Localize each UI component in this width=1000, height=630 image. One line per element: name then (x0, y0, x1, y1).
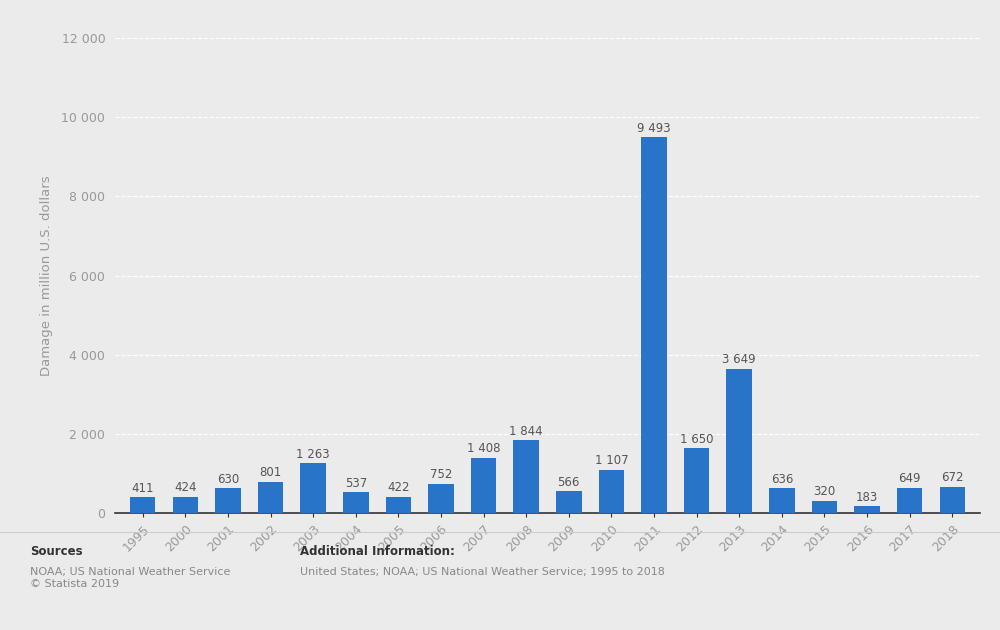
Text: 566: 566 (558, 476, 580, 489)
Bar (513, 440, 539, 513)
Bar (897, 488, 922, 513)
Bar (130, 497, 155, 513)
Text: 1 107: 1 107 (595, 454, 628, 467)
Bar (173, 496, 198, 513)
Text: 1 263: 1 263 (296, 448, 330, 461)
Text: 320: 320 (813, 485, 836, 498)
Text: Sources: Sources (30, 545, 83, 558)
Text: 630: 630 (217, 473, 239, 486)
Bar (428, 484, 454, 513)
Text: 636: 636 (771, 473, 793, 486)
Text: 537: 537 (345, 477, 367, 490)
Text: 3 649: 3 649 (722, 353, 756, 367)
Text: 1 408: 1 408 (467, 442, 500, 455)
Text: 672: 672 (941, 471, 964, 484)
Bar (854, 506, 880, 513)
Text: Additional Information:: Additional Information: (300, 545, 455, 558)
Text: 752: 752 (430, 468, 452, 481)
Text: 183: 183 (856, 491, 878, 504)
Bar (641, 137, 667, 513)
Text: 1 650: 1 650 (680, 433, 713, 445)
Bar (684, 448, 709, 513)
Text: 424: 424 (174, 481, 197, 495)
Bar (726, 369, 752, 513)
Text: NOAA; US National Weather Service
© Statista 2019: NOAA; US National Weather Service © Stat… (30, 567, 230, 588)
Bar (258, 482, 283, 513)
Text: 801: 801 (259, 466, 282, 479)
Bar (599, 469, 624, 513)
Bar (940, 487, 965, 513)
Bar (343, 492, 369, 513)
Text: 422: 422 (387, 481, 410, 495)
Bar (215, 488, 241, 513)
Text: United States; NOAA; US National Weather Service; 1995 to 2018: United States; NOAA; US National Weather… (300, 567, 665, 577)
Y-axis label: Damage in million U.S. dollars: Damage in million U.S. dollars (40, 175, 53, 376)
Bar (769, 488, 795, 513)
Bar (812, 501, 837, 513)
Text: 1 844: 1 844 (509, 425, 543, 438)
Text: 9 493: 9 493 (637, 122, 671, 135)
Text: 411: 411 (131, 482, 154, 495)
Bar (471, 457, 496, 513)
Bar (556, 491, 582, 513)
Bar (300, 464, 326, 513)
Text: 649: 649 (898, 472, 921, 485)
Bar (386, 496, 411, 513)
